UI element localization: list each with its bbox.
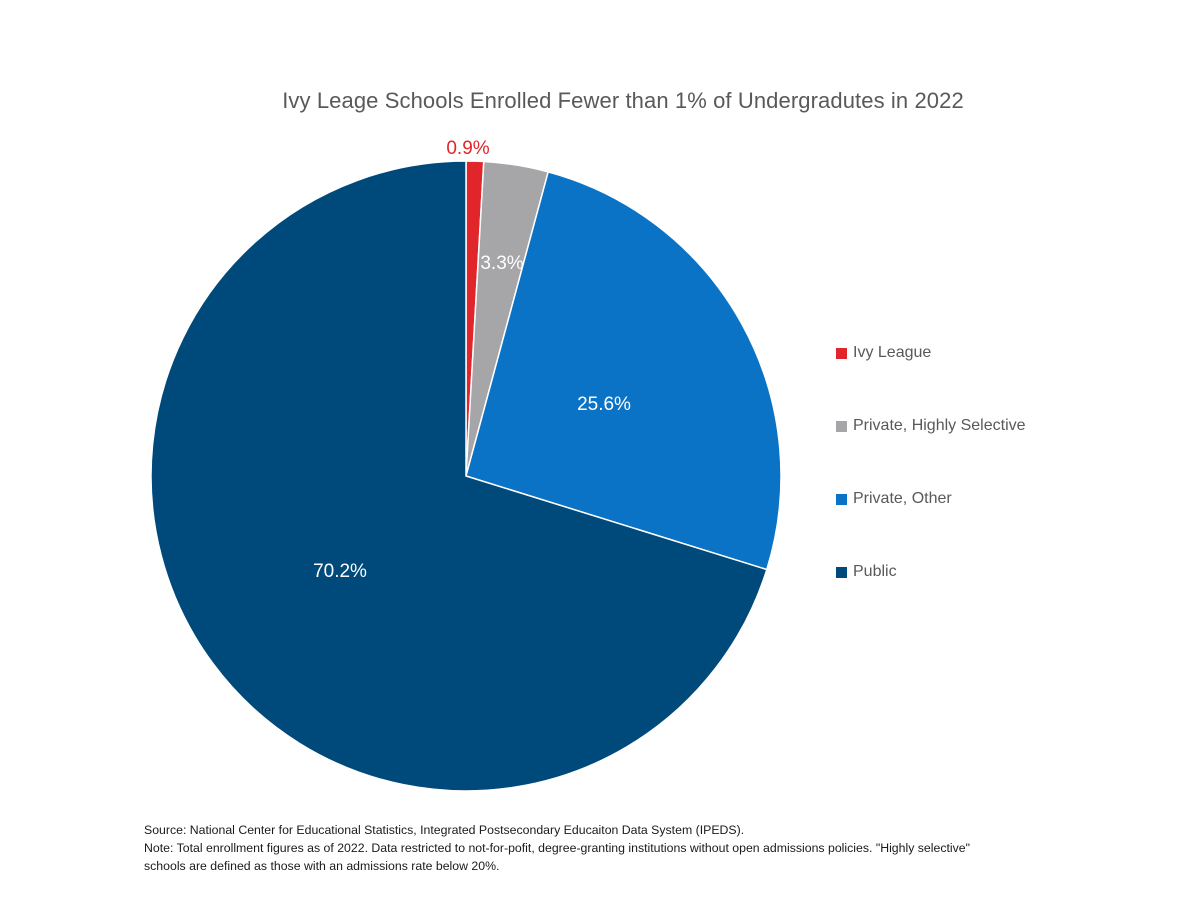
legend-item-private-other: Private, Other xyxy=(836,489,952,509)
note-line-1: Note: Total enrollment figures as of 202… xyxy=(144,841,970,855)
data-label-private-highly-selective: 3.3% xyxy=(480,253,523,274)
legend-item-public: Public xyxy=(836,562,897,582)
footnotes: Source: National Center for Educational … xyxy=(144,821,1144,875)
data-label-private-other: 25.6% xyxy=(577,394,631,415)
chart-title: Ivy Leage Schools Enrolled Fewer than 1%… xyxy=(282,88,964,113)
legend-label: Public xyxy=(853,563,897,580)
legend: Ivy League Private, Highly Selective Pri… xyxy=(836,0,1176,918)
pie-slice-public xyxy=(150,160,768,792)
legend-label: Private, Highly Selective xyxy=(853,417,1026,434)
legend-item-ivy-league: Ivy League xyxy=(836,343,931,363)
legend-swatch-ivy-league xyxy=(836,347,847,359)
note-line-2: schools are defined as those with an adm… xyxy=(144,859,500,873)
data-label-ivy-league: 0.9% xyxy=(446,138,489,159)
legend-item-private-highly-selective: Private, Highly Selective xyxy=(836,416,1026,436)
source-note: Source: National Center for Educational … xyxy=(144,823,745,837)
legend-swatch-private-highly-selective xyxy=(836,420,847,432)
legend-swatch-public xyxy=(836,566,847,578)
legend-swatch-private-other xyxy=(836,493,847,505)
data-label-public: 70.2% xyxy=(313,561,367,582)
legend-label: Ivy League xyxy=(853,344,932,361)
legend-label: Private, Other xyxy=(853,490,952,507)
pie-slice-private-other xyxy=(465,171,782,571)
